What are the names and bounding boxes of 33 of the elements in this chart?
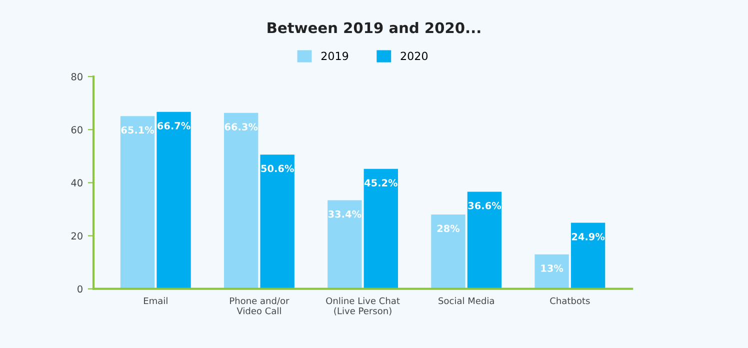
data-label: 65.1% (121, 126, 154, 134)
chart-title: Between 2019 and 2020... (268, 22, 480, 34)
x-tick-label: Chatbots (550, 297, 590, 304)
data-label: 33.4% (328, 210, 362, 218)
data-label: 36.6% (468, 202, 502, 210)
bar (467, 192, 502, 289)
data-label: 24.9% (572, 232, 605, 240)
bar (431, 214, 466, 289)
y-tick-label: 60 (71, 126, 82, 134)
x-tick-label: Email (144, 297, 168, 304)
legend-label: 2020 (400, 52, 428, 60)
bar (534, 254, 569, 289)
bar (120, 116, 155, 289)
legend-label: 2019 (321, 52, 348, 60)
x-tick-label: Online Live Chat (Live Person) (326, 297, 400, 316)
x-tick-label: Social Media (438, 297, 494, 304)
bar (224, 112, 258, 289)
data-label: 28% (437, 224, 460, 232)
bar (260, 154, 294, 289)
y-tick-label: 80 (71, 73, 82, 80)
bar (570, 222, 606, 289)
data-label: 45.2% (364, 179, 398, 186)
bar (364, 168, 398, 289)
bar (156, 112, 191, 289)
bar (328, 200, 362, 289)
y-tick-label: 40 (71, 179, 82, 187)
data-label: 66.3% (224, 123, 258, 130)
x-tick-label: Phone and/or Video Call (230, 297, 290, 314)
y-tick-label: 0 (78, 285, 82, 293)
data-label: 66.7% (158, 122, 190, 130)
data-label: 50.6% (261, 164, 294, 172)
data-label: 13% (541, 264, 564, 272)
y-tick-label: 20 (71, 232, 82, 240)
